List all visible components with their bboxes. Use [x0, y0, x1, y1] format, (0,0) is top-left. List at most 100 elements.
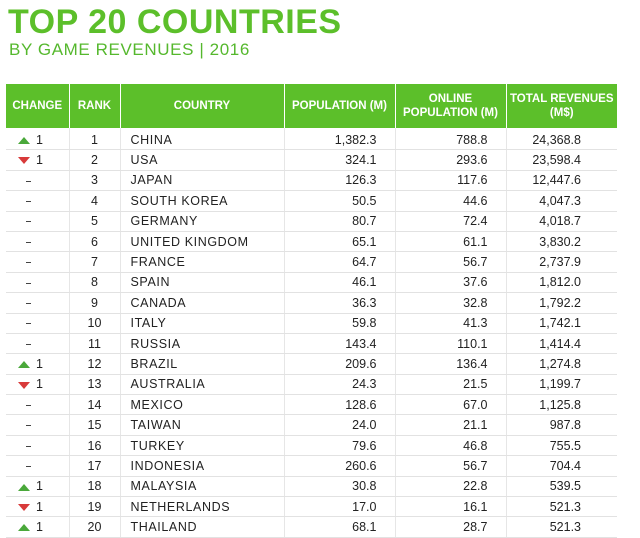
population-cell: 24.3 — [284, 374, 396, 396]
change-cell — [6, 414, 70, 436]
change-cell — [6, 292, 70, 314]
no-change-dash-icon — [26, 445, 31, 447]
change-value: 1 — [36, 153, 43, 168]
total-revenues-cell: 23,598.4 — [506, 149, 617, 171]
online-population-cell: 136.4 — [395, 353, 507, 375]
change-value: 1 — [36, 132, 43, 147]
table-row: 3 JAPAN 126.3 117.6 12,447.6 — [6, 170, 617, 192]
total-revenues-cell: 521.3 — [506, 496, 617, 518]
table-row: 14 MEXICO 128.6 67.0 1,125.8 — [6, 394, 617, 416]
arrow-up-icon — [18, 524, 30, 532]
country-cell: TAIWAN — [120, 414, 285, 436]
population-cell: 324.1 — [284, 149, 396, 171]
total-revenues-cell: 987.8 — [506, 414, 617, 436]
total-revenues-cell: 1,199.7 — [506, 374, 617, 396]
no-change-dash-icon — [26, 323, 31, 325]
change-cell: 1 — [6, 496, 70, 518]
population-cell: 1,382.3 — [284, 128, 396, 151]
column-header-change: CHANGE — [6, 84, 70, 128]
no-change-dash-icon — [26, 425, 31, 427]
online-population-cell: 37.6 — [395, 272, 507, 294]
rank-cell: 5 — [69, 211, 121, 232]
arrow-down-icon — [18, 381, 30, 389]
rank-cell: 18 — [69, 476, 121, 498]
rank-cell: 1 — [69, 128, 121, 151]
rank-cell: 13 — [69, 374, 121, 396]
arrow-down-icon — [18, 157, 30, 165]
country-cell: THAILAND — [120, 516, 285, 538]
total-revenues-cell: 3,830.2 — [506, 231, 617, 253]
online-population-cell: 44.6 — [395, 190, 507, 212]
total-revenues-cell: 1,792.2 — [506, 292, 617, 314]
column-header-online-population: ONLINE POPULATION (M) — [395, 84, 507, 128]
column-header-population: POPULATION (M) — [284, 84, 396, 128]
total-revenues-cell: 1,742.1 — [506, 313, 617, 334]
online-population-cell: 32.8 — [395, 292, 507, 314]
online-population-cell: 110.1 — [395, 333, 507, 355]
table-header-row: CHANGE RANK COUNTRY POPULATION (M) ONLIN… — [6, 84, 617, 128]
no-change-dash-icon — [26, 180, 31, 182]
country-cell: INDONESIA — [120, 455, 285, 477]
country-cell: AUSTRALIA — [120, 374, 285, 396]
table-row: 1 12 BRAZIL 209.6 136.4 1,274.8 — [6, 353, 617, 375]
table-row: 1 2 USA 324.1 293.6 23,598.4 — [6, 149, 617, 171]
column-header-country: COUNTRY — [120, 84, 285, 128]
change-value: 1 — [36, 520, 43, 535]
no-change-dash-icon — [26, 466, 31, 468]
rank-cell: 4 — [69, 190, 121, 212]
table-row: 7 FRANCE 64.7 56.7 2,737.9 — [6, 251, 617, 273]
rank-cell: 20 — [69, 516, 121, 538]
online-population-cell: 46.8 — [395, 435, 507, 457]
no-change-dash-icon — [26, 262, 31, 264]
rank-cell: 3 — [69, 170, 121, 192]
country-cell: ITALY — [120, 313, 285, 334]
country-cell: CANADA — [120, 292, 285, 314]
rank-cell: 8 — [69, 272, 121, 294]
country-cell: UNITED KINGDOM — [120, 231, 285, 253]
country-cell: RUSSIA — [120, 333, 285, 355]
change-cell — [6, 313, 70, 334]
online-population-cell: 72.4 — [395, 211, 507, 232]
table-row: 17 INDONESIA 260.6 56.7 704.4 — [6, 455, 617, 477]
total-revenues-cell: 12,447.6 — [506, 170, 617, 192]
change-cell: 1 — [6, 476, 70, 498]
total-revenues-cell: 1,274.8 — [506, 353, 617, 375]
change-value: 1 — [36, 499, 43, 514]
rank-cell: 15 — [69, 414, 121, 436]
change-cell — [6, 333, 70, 355]
online-population-cell: 41.3 — [395, 313, 507, 334]
change-value: 1 — [36, 377, 43, 392]
countries-table: CHANGE RANK COUNTRY POPULATION (M) ONLIN… — [6, 84, 617, 538]
total-revenues-cell: 521.3 — [506, 516, 617, 538]
table-row: 15 TAIWAN 24.0 21.1 987.8 — [6, 414, 617, 436]
country-cell: MALAYSIA — [120, 476, 285, 498]
table-row: 10 ITALY 59.8 41.3 1,742.1 — [6, 313, 617, 334]
online-population-cell: 21.5 — [395, 374, 507, 396]
rank-cell: 7 — [69, 251, 121, 273]
change-value: 1 — [36, 479, 43, 494]
total-revenues-cell: 755.5 — [506, 435, 617, 457]
table-row: 16 TURKEY 79.6 46.8 755.5 — [6, 435, 617, 457]
table-row: 11 RUSSIA 143.4 110.1 1,414.4 — [6, 333, 617, 355]
online-population-cell: 117.6 — [395, 170, 507, 192]
population-cell: 30.8 — [284, 476, 396, 498]
no-change-dash-icon — [26, 404, 31, 406]
change-cell: 1 — [6, 353, 70, 375]
population-cell: 59.8 — [284, 313, 396, 334]
population-cell: 80.7 — [284, 211, 396, 232]
change-cell: 1 — [6, 128, 70, 151]
change-cell: 1 — [6, 374, 70, 396]
rank-cell: 12 — [69, 353, 121, 375]
table-row: 1 13 AUSTRALIA 24.3 21.5 1,199.7 — [6, 374, 617, 396]
population-cell: 209.6 — [284, 353, 396, 375]
total-revenues-cell: 704.4 — [506, 455, 617, 477]
country-cell: TURKEY — [120, 435, 285, 457]
country-cell: USA — [120, 149, 285, 171]
arrow-up-icon — [18, 361, 30, 369]
country-cell: NETHERLANDS — [120, 496, 285, 518]
population-cell: 79.6 — [284, 435, 396, 457]
online-population-cell: 16.1 — [395, 496, 507, 518]
country-cell: BRAZIL — [120, 353, 285, 375]
online-population-cell: 67.0 — [395, 394, 507, 416]
rank-cell: 2 — [69, 149, 121, 171]
